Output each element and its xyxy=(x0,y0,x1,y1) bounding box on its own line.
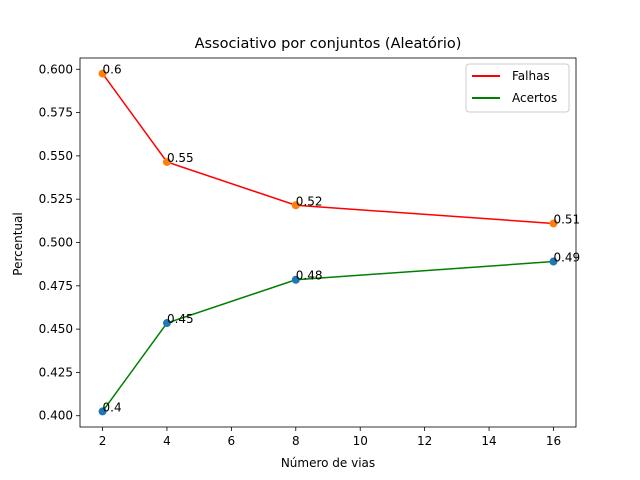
chart-title: Associativo por conjuntos (Aleatório) xyxy=(195,36,462,52)
x-tick-label: 16 xyxy=(546,434,561,448)
data-point xyxy=(291,201,300,210)
series-line-falhas xyxy=(101,73,554,225)
data-point xyxy=(549,219,558,228)
data-label: 0.45 xyxy=(167,312,194,326)
x-tick-label: 4 xyxy=(163,434,171,448)
x-tick-label: 12 xyxy=(417,434,432,448)
legend: Falhas Acertos xyxy=(465,63,570,113)
x-tick-label: 14 xyxy=(481,434,496,448)
legend-falhas-label: Falhas xyxy=(512,69,550,83)
data-point xyxy=(98,69,107,78)
x-tick-label: 10 xyxy=(353,434,368,448)
y-tick-label: 0.550 xyxy=(39,149,73,163)
y-tick-label: 0.475 xyxy=(39,279,73,293)
data-label: 0.6 xyxy=(103,63,122,77)
y-tick-label: 0.525 xyxy=(39,192,73,206)
y-tick-label: 0.400 xyxy=(39,409,73,423)
data-label: 0.51 xyxy=(553,212,580,226)
x-tick-label: 8 xyxy=(292,434,300,448)
y-tick-label: 0.425 xyxy=(39,365,73,379)
y-tick-label: 0.500 xyxy=(39,236,73,250)
plot-frame xyxy=(79,57,577,428)
data-label: 0.49 xyxy=(553,251,580,265)
y-tick-label: 0.600 xyxy=(39,62,73,76)
plot-area: 2 4 6 8 10 12 14 16 0.400 0.425 0.450 0.475 0.500 0.5… xyxy=(39,57,580,448)
data-label: 0.55 xyxy=(167,151,194,165)
legend-acertos-label: Acertos xyxy=(512,91,557,105)
data-point xyxy=(291,275,300,284)
y-tick-label: 0.450 xyxy=(39,322,73,336)
data-point xyxy=(162,319,171,328)
series-line-acertos xyxy=(101,260,554,412)
x-tick-label: 6 xyxy=(228,434,236,448)
data-point xyxy=(98,407,107,416)
data-point xyxy=(549,257,558,266)
data-point xyxy=(162,157,171,166)
x-axis-title: Número de vias xyxy=(281,456,375,470)
y-axis-title: Percentual xyxy=(11,212,25,275)
y-tick-label: 0.575 xyxy=(39,106,73,120)
data-label: 0.52 xyxy=(296,194,323,208)
data-label: 0.48 xyxy=(296,269,323,283)
x-tick-label: 2 xyxy=(99,434,107,448)
data-label: 0.4 xyxy=(103,400,122,414)
